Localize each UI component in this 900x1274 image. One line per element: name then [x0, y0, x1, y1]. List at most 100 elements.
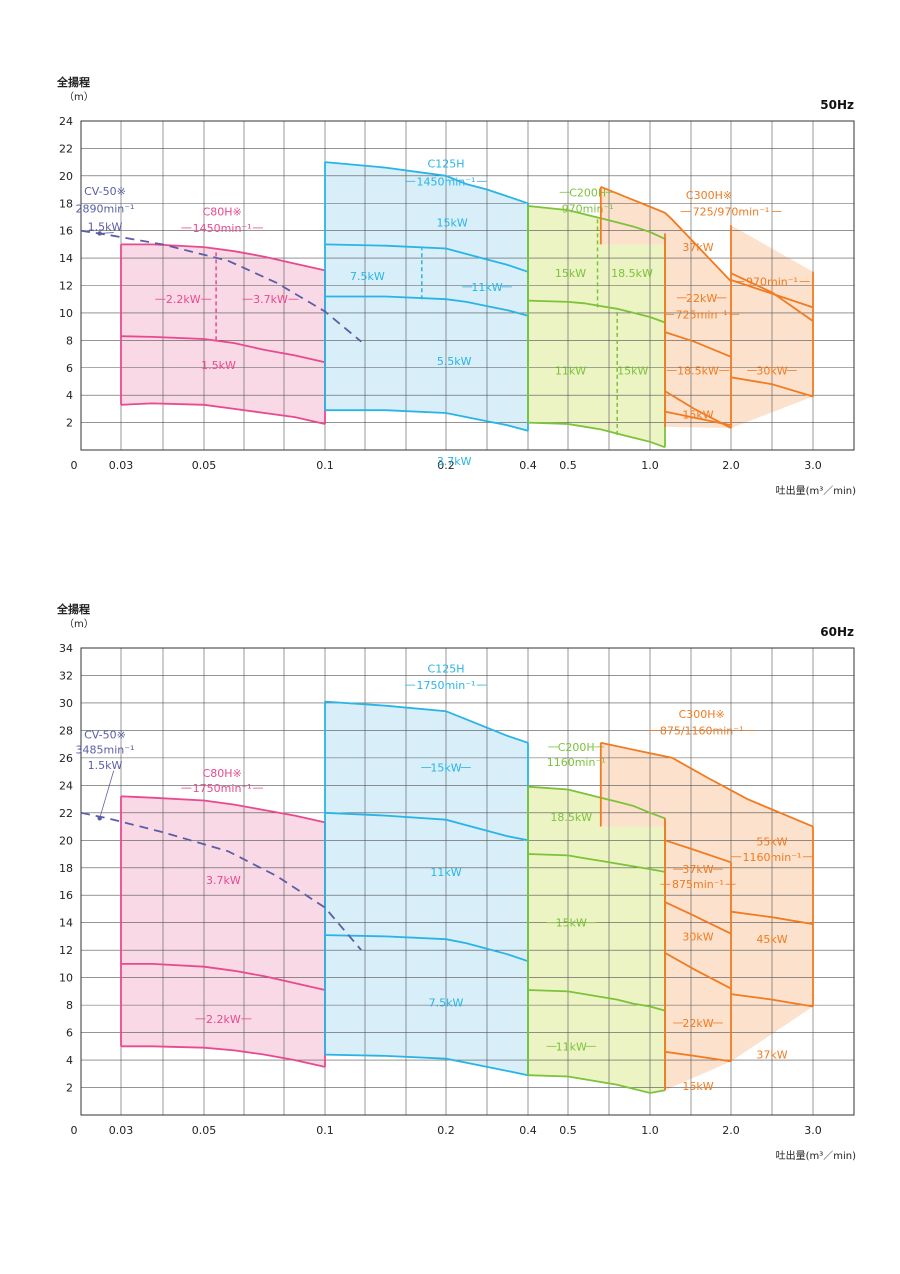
x-tick-label: 0.1	[316, 459, 334, 472]
C300H-label: 37kW	[682, 863, 713, 876]
C300H-curve-5	[730, 376, 814, 398]
frequency-label: 60Hz	[820, 625, 854, 639]
C300H-label: 37kW	[756, 1049, 787, 1062]
x-tick-label: 0.03	[109, 1124, 134, 1137]
C125H-label: 15kW	[437, 216, 468, 229]
y-axis-unit: （m）	[64, 91, 94, 103]
C300H-curve-2	[730, 910, 814, 925]
x-tick-label: 0.4	[519, 1124, 537, 1137]
y-tick-label: 16	[59, 225, 73, 238]
C300H-label: 18.5kW	[677, 364, 719, 377]
C300H-label: C300H※	[686, 189, 732, 202]
C300H-curve-6	[664, 410, 732, 427]
C300H-curve-1	[664, 839, 732, 864]
C300H-label: 875min⁻¹	[672, 878, 724, 891]
plot-frame	[80, 647, 855, 1116]
C125H-label: 15kW	[430, 761, 461, 774]
C125H-curve-1	[324, 934, 529, 963]
y-axis-unit: （m）	[64, 618, 94, 630]
y-tick-label: 10	[59, 307, 73, 320]
C200H-label: 15kW	[617, 364, 648, 377]
C80H-curve-0	[120, 402, 326, 425]
area-C125H	[325, 701, 528, 1076]
C80H-label: 1450min⁻¹	[193, 222, 252, 235]
CV-50-pointer	[99, 232, 114, 234]
C300H-curve-3	[664, 901, 732, 935]
area-C200H	[528, 206, 665, 448]
y-tick-label: 18	[59, 197, 73, 210]
C200H-curve-1	[527, 299, 666, 324]
C300H-curve-1	[730, 279, 814, 309]
x-tick-label: 0.2	[437, 459, 455, 472]
y-tick-label: 2	[66, 417, 73, 430]
y-tick-label: 26	[59, 752, 73, 765]
C125H-curve-2	[324, 243, 529, 273]
x-tick-label: 0	[71, 1124, 78, 1137]
C300H-label: 725min⁻¹	[676, 308, 728, 321]
area-C125H	[325, 162, 528, 431]
C80H-label: 2.2kW	[206, 1013, 241, 1026]
x-tick-label: 0	[71, 459, 78, 472]
y-tick-label: 14	[59, 917, 73, 930]
CV-50-pointer-dot	[97, 816, 102, 821]
C300H-curve-4	[664, 390, 732, 429]
y-tick-label: 32	[59, 669, 73, 682]
area-C200H	[528, 786, 665, 1093]
y-tick-label: 8	[66, 999, 73, 1012]
C300H-label: 55kW	[756, 836, 787, 849]
y-axis-title: 全揚程	[56, 75, 90, 89]
y-tick-label: 22	[59, 142, 73, 155]
C125H-curve-3	[324, 700, 529, 744]
C300H-label: 30kW	[682, 930, 713, 943]
C300H-curve-2	[730, 272, 814, 322]
C80H-label: C80H※	[203, 767, 242, 780]
y-tick-label: 20	[59, 834, 73, 847]
C80H-curve-2	[121, 243, 326, 272]
C300H-curve-5	[730, 993, 814, 1008]
C200H-curve-0	[527, 1074, 666, 1094]
y-tick-label: 18	[59, 862, 73, 875]
C80H-label: 2.2kW	[166, 293, 201, 306]
area-C80H	[121, 796, 325, 1067]
x-tick-label: 1.0	[641, 1124, 659, 1137]
C80H-label: 1750min⁻¹	[193, 782, 252, 795]
x-tick-label: 0.4	[519, 459, 537, 472]
C300H-label: 15kW	[682, 1080, 713, 1093]
C300H-label: 37kW	[682, 241, 713, 254]
C200H-curve-2	[527, 853, 666, 873]
C80H-curve-2	[120, 795, 326, 824]
CV-50-label: CV-50※	[84, 185, 126, 198]
x-axis-title: 吐出量(m³／min)	[776, 1149, 857, 1162]
C125H-curve-3	[324, 161, 529, 205]
C300H-curve-6	[664, 1050, 732, 1063]
C125H-label: C125H	[428, 663, 465, 676]
plot-frame	[80, 120, 855, 451]
C200H-label: 1160min⁻¹	[547, 756, 606, 769]
y-tick-label: 4	[66, 1054, 73, 1067]
x-tick-label: 0.2	[437, 1124, 455, 1137]
C200H-curve-3	[527, 785, 666, 820]
CV-50-pointer	[99, 770, 115, 819]
C125H-curve-2	[324, 811, 529, 842]
C300H-curve-3	[664, 331, 732, 358]
y-tick-label: 14	[59, 252, 73, 265]
x-tick-label: 0.1	[316, 1124, 334, 1137]
C125H-label: 5.5kW	[437, 355, 472, 368]
y-tick-label: 6	[66, 1027, 73, 1040]
CV-50-label: 3485min⁻¹	[76, 744, 135, 757]
y-axis-title: 全揚程	[56, 602, 90, 616]
CV-50-label: CV-50※	[84, 729, 126, 742]
C125H-label: 7.5kW	[350, 270, 385, 283]
C300H-label: C300H※	[679, 708, 725, 721]
x-axis-title: 吐出量(m³／min)	[776, 484, 857, 497]
C80H-label: 1.5kW	[201, 359, 236, 372]
x-tick-label: 0.5	[559, 459, 577, 472]
C200H-label: 11kW	[555, 364, 586, 377]
C300H-curve-0	[600, 185, 732, 283]
C300H-label: 22kW	[682, 1017, 713, 1030]
C200H-label: 15kW	[555, 267, 586, 280]
C125H-label: 1750min⁻¹	[417, 679, 476, 692]
y-tick-label: 6	[66, 362, 73, 375]
C125H-curve-1	[325, 295, 529, 317]
